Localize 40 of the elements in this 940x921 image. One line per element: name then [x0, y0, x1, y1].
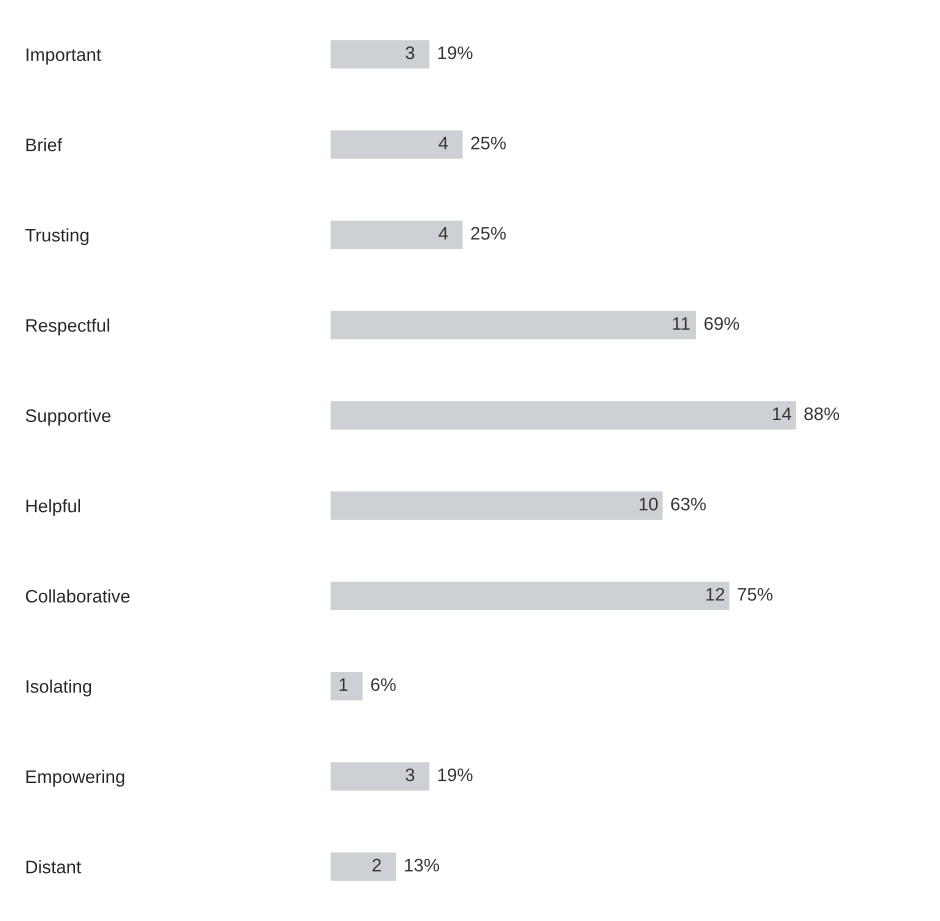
data-label: 4 — [438, 136, 448, 150]
y-tick-label: Brief — [26, 138, 62, 152]
bar — [330, 310, 698, 341]
y-tick-label: Important — [26, 48, 102, 65]
annotation: 25% — [471, 136, 506, 150]
data-label: 1 — [340, 678, 348, 691]
annotation: 6% — [371, 678, 396, 691]
annotation: 13% — [404, 858, 440, 872]
annotation: 19% — [438, 768, 472, 782]
data-label: 2 — [372, 858, 381, 872]
annotation: 63% — [671, 498, 706, 510]
bar — [330, 400, 798, 431]
bar — [330, 670, 364, 702]
bar — [330, 580, 731, 612]
y-tick-label: Empowering — [26, 770, 124, 787]
annotation: 25% — [471, 226, 506, 240]
bar — [330, 760, 431, 792]
y-tick-label: Supportive — [26, 408, 111, 426]
data-label: 4 — [438, 227, 448, 240]
bar — [330, 129, 464, 160]
y-tick-label: Trusting — [25, 228, 88, 246]
data-label: 10 — [640, 498, 658, 510]
data-label: 14 — [773, 408, 792, 420]
annotation: 88% — [804, 407, 840, 420]
y-tick-label: Isolating — [26, 680, 92, 696]
annotation: 69% — [704, 317, 740, 330]
bar — [330, 219, 464, 250]
y-tick-label: Distant — [26, 860, 82, 874]
bar — [330, 490, 664, 522]
data-label: 11 — [673, 317, 690, 330]
bar — [330, 851, 398, 882]
data-label: 12 — [706, 588, 724, 601]
y-tick-label: Collaborative — [26, 589, 130, 603]
annotation: 19% — [438, 46, 472, 60]
data-label: 3 — [406, 46, 414, 60]
y-tick-label: Respectful — [26, 318, 110, 336]
bar — [330, 38, 431, 70]
annotation: 75% — [738, 588, 772, 601]
data-label: 3 — [406, 768, 414, 782]
y-tick-label: Helpful — [26, 499, 80, 516]
